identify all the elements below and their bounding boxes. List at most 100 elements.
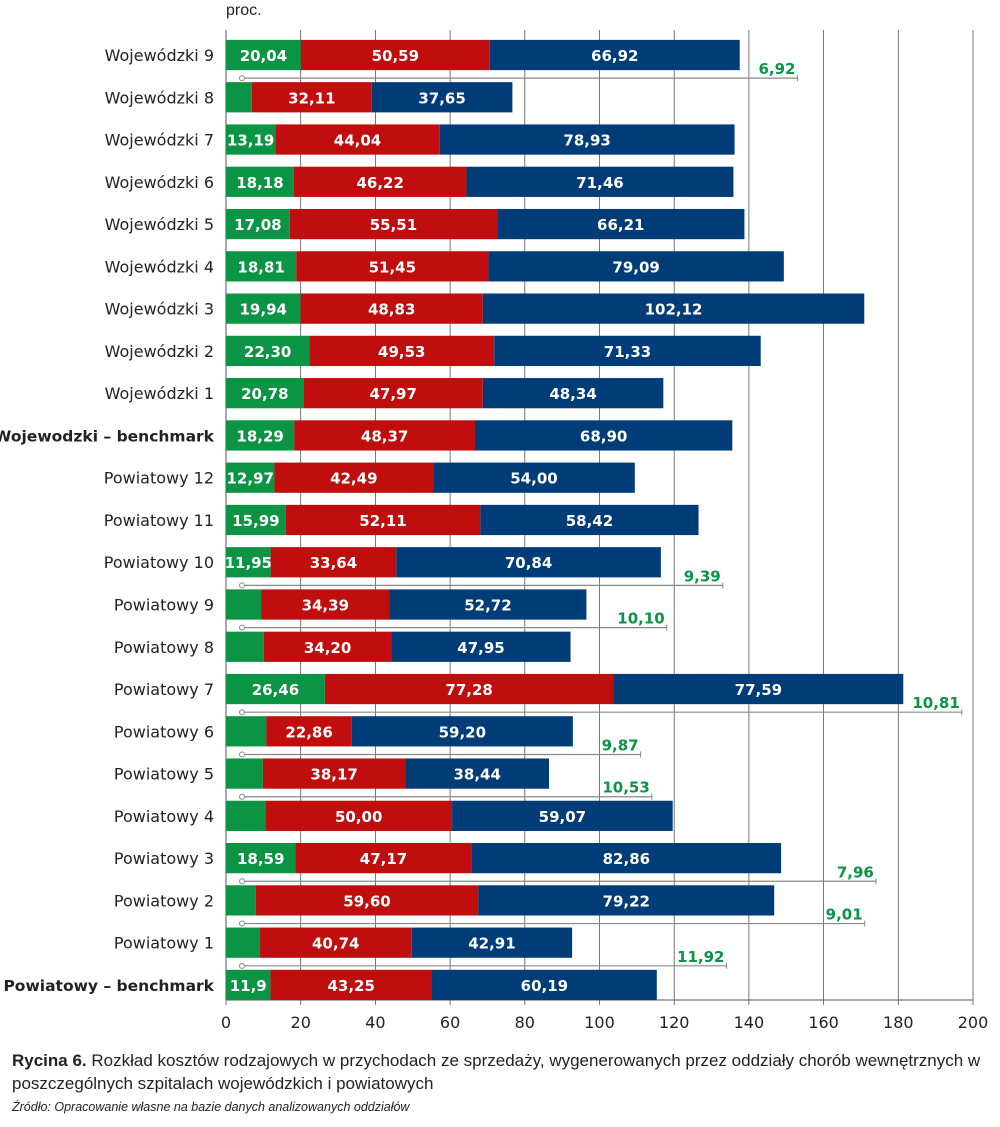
- callout-dot: [239, 75, 245, 82]
- data-label: 71,33: [604, 343, 651, 361]
- category-label: Powiatowy 6: [114, 722, 214, 741]
- data-label: 79,09: [612, 258, 659, 276]
- data-label: 68,90: [580, 427, 627, 445]
- callout-dot: [239, 793, 245, 800]
- data-label: 18,18: [236, 174, 283, 192]
- category-label: Powiatowy 11: [104, 511, 214, 530]
- bar-segment-green: [226, 208, 290, 240]
- bar-segment-blue: [371, 82, 513, 113]
- data-label: 18,59: [237, 850, 284, 868]
- bar-segment-green: [226, 843, 296, 874]
- bar-segment-red: [261, 589, 390, 620]
- bar-segment-red: [300, 39, 490, 71]
- bar-segment-blue: [452, 800, 673, 831]
- data-label: 59,60: [343, 892, 390, 910]
- data-label: 47,95: [457, 639, 504, 657]
- callout-label: 9,39: [684, 567, 721, 585]
- x-tick-label: 200: [958, 1013, 989, 1032]
- data-label: 18,81: [237, 258, 284, 276]
- data-label: 51,45: [369, 258, 416, 276]
- category-label: Wojewódzki 2: [105, 342, 214, 361]
- bar-segment-green: [226, 547, 271, 578]
- data-label: 66,92: [591, 47, 638, 65]
- x-tick-label: 0: [221, 1013, 231, 1032]
- bar-segment-green: [226, 378, 304, 409]
- bar-segment-red: [300, 293, 483, 324]
- data-label: 82,86: [603, 850, 650, 868]
- category-label: Powiatowy 7: [114, 680, 214, 699]
- bar-segment-blue: [613, 673, 904, 705]
- x-tick-label: 120: [659, 1013, 690, 1032]
- category-label: Wojewódzki 7: [105, 131, 214, 150]
- data-label: 11,9: [230, 977, 267, 995]
- category-label: Powiatowy 5: [114, 765, 214, 784]
- bar-segment-green: [226, 420, 295, 451]
- bar-segment-green: [226, 673, 325, 705]
- bar-segment-red: [251, 82, 372, 113]
- bar-segment-blue: [391, 631, 571, 662]
- figure-source: Źródło: Opracowanie własne na bazie dany…: [12, 1100, 410, 1114]
- bar-segment-blue: [389, 589, 587, 620]
- data-label: 54,00: [510, 470, 557, 488]
- category-label: Wojewódzki 1: [105, 384, 214, 403]
- data-label: 66,21: [597, 216, 644, 234]
- bar-segment-red: [265, 800, 453, 831]
- data-label: 17,08: [234, 216, 281, 234]
- category-label: Wojewodzki – benchmark: [0, 427, 215, 445]
- data-label: 59,20: [439, 723, 486, 741]
- category-label: Powiatowy 4: [114, 807, 214, 826]
- category-label: Wojewódzki 9: [105, 46, 214, 65]
- data-label: 11,95: [225, 554, 272, 572]
- bar-segment-blue: [396, 547, 661, 578]
- data-label: 37,65: [418, 89, 465, 107]
- bar-segment-blue: [478, 885, 775, 916]
- x-tick-label: 20: [291, 1013, 311, 1032]
- callout-label: 10,53: [602, 779, 649, 797]
- category-label: Powiatowy 3: [114, 849, 214, 868]
- bar-segment-red: [259, 927, 412, 958]
- data-label: 26,46: [252, 681, 299, 699]
- bar-segment-blue: [471, 843, 782, 874]
- bar-segment-green: [226, 716, 267, 747]
- bar-segment-green: [226, 82, 252, 113]
- data-label: 79,22: [603, 892, 650, 910]
- figure-caption: Rycina 6. Rozkład kosztów rodzajowych w …: [12, 1049, 992, 1095]
- bar-segment-blue: [488, 251, 784, 282]
- data-label: 59,07: [539, 808, 586, 826]
- category-label: Wojewódzki 3: [105, 300, 214, 319]
- data-label: 12,97: [226, 470, 273, 488]
- bar-segment-red: [270, 547, 397, 578]
- category-label: Powiatowy – benchmark: [3, 977, 214, 995]
- category-label: Powiatowy 8: [114, 638, 214, 657]
- data-label: 58,42: [566, 512, 613, 530]
- x-tick-label: 140: [734, 1013, 765, 1032]
- data-label: 19,94: [240, 301, 287, 319]
- bar-segment-blue: [431, 969, 657, 1001]
- bar-segment-red: [263, 631, 392, 662]
- data-label: 22,86: [285, 723, 332, 741]
- data-label: 60,19: [521, 977, 568, 995]
- x-tick-label: 80: [515, 1013, 535, 1032]
- bar-segment-blue: [489, 39, 740, 71]
- bar-segment-red: [274, 462, 434, 493]
- bar-segment-green: [226, 335, 310, 367]
- bar-segment-green: [226, 124, 276, 155]
- callout-dot: [239, 920, 245, 927]
- bar-segment-blue: [480, 504, 699, 536]
- bar-segment-green: [226, 293, 301, 324]
- callout-dot: [239, 878, 245, 885]
- data-label: 32,11: [288, 89, 335, 107]
- bar-segment-red: [285, 504, 481, 536]
- bar-segment-red: [294, 420, 475, 451]
- bar-segment-red: [275, 124, 440, 155]
- data-label: 71,46: [576, 174, 623, 192]
- data-label: 48,37: [361, 427, 408, 445]
- data-label: 46,22: [356, 174, 403, 192]
- bar-segment-green: [226, 969, 271, 1001]
- bar-segment-blue: [494, 335, 761, 367]
- callout-dot: [239, 751, 245, 758]
- callout-label: 9,87: [602, 736, 639, 754]
- bar-segment-green: [226, 504, 286, 536]
- callout-label: 6,92: [758, 60, 795, 78]
- bar-segment-blue: [433, 462, 635, 493]
